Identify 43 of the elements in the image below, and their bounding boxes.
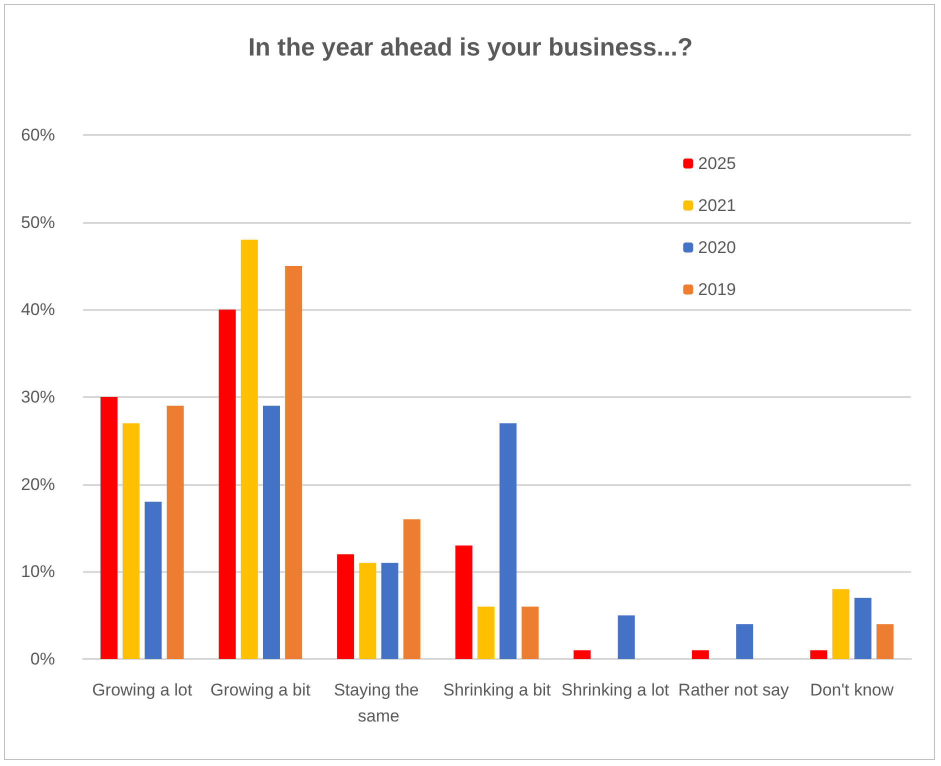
bar	[854, 598, 872, 659]
x-tick-label: Shrinking a bit	[443, 680, 552, 700]
y-tick-label: 60%	[20, 126, 55, 144]
x-tick-label: Rather not say	[678, 680, 790, 700]
bar	[736, 624, 754, 659]
bar	[240, 240, 258, 659]
bar	[166, 406, 184, 659]
bar	[381, 562, 398, 659]
bar	[810, 650, 828, 659]
x-tick-label: Growing a lot	[92, 680, 192, 700]
bar	[403, 519, 420, 659]
bar	[832, 589, 850, 659]
bar	[337, 554, 354, 659]
chart-title: In the year ahead is your business...?	[248, 34, 693, 62]
bar	[618, 615, 635, 659]
bar	[522, 606, 539, 659]
bar	[876, 624, 894, 659]
legend-label: 2021	[698, 196, 736, 215]
x-tick-label: Growing a bit	[210, 680, 311, 700]
bar	[359, 562, 376, 659]
y-tick-label: 40%	[20, 300, 55, 320]
legend-label: 2019	[698, 280, 736, 299]
y-tick-label: 50%	[20, 212, 55, 232]
x-tick-label: Don't know	[810, 680, 894, 700]
bar	[100, 397, 118, 659]
bar	[144, 502, 162, 659]
y-tick-label: 30%	[20, 388, 55, 406]
y-tick-label: 0%	[30, 650, 55, 668]
bar	[218, 310, 236, 659]
bar	[574, 650, 591, 659]
bar	[122, 423, 140, 659]
x-tick-label: Shrinking a lot	[561, 680, 670, 700]
bar	[285, 266, 302, 659]
bar	[477, 606, 494, 659]
y-tick-label: 10%	[20, 562, 55, 582]
bar	[500, 423, 517, 659]
legend-label: 2020	[698, 238, 736, 257]
bar	[692, 650, 709, 659]
bar	[455, 545, 472, 659]
bar	[262, 406, 280, 659]
x-tick-label: Staying the same	[334, 680, 424, 726]
legend-label: 2025	[698, 154, 736, 173]
y-tick-label: 20%	[20, 474, 55, 494]
